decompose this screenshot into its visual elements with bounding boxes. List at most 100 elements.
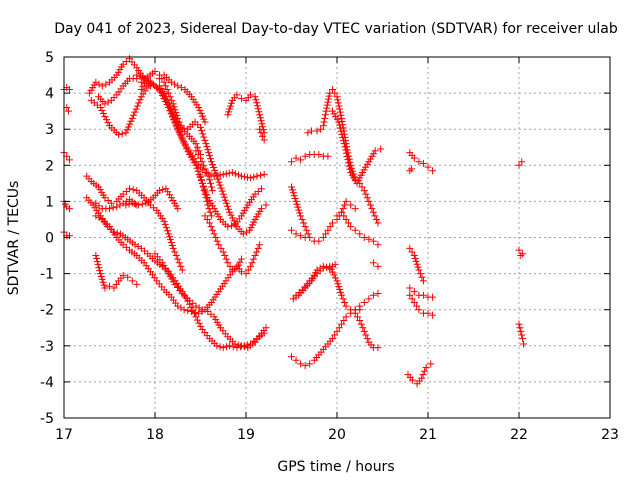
data-point-marker <box>169 100 177 108</box>
data-point-marker <box>167 239 175 247</box>
data-point-marker <box>219 344 227 352</box>
data-point-marker <box>177 262 185 270</box>
data-point-marker <box>133 280 141 288</box>
data-point-marker <box>101 100 109 108</box>
data-point-marker <box>237 342 245 350</box>
data-point-marker <box>300 219 308 227</box>
data-point-marker <box>96 270 104 278</box>
data-point-marker <box>196 106 204 114</box>
data-point-marker <box>406 244 414 252</box>
data-point-marker <box>336 105 344 113</box>
data-point-marker <box>292 154 300 162</box>
data-point-marker <box>228 169 236 177</box>
data-point-marker <box>253 172 261 180</box>
data-point-marker <box>209 226 217 234</box>
data-point-marker <box>199 112 207 120</box>
data-point-marker <box>201 212 209 220</box>
data-point-marker <box>231 170 239 178</box>
data-point-marker <box>410 154 418 162</box>
data-point-marker <box>339 133 347 141</box>
data-point-marker <box>184 307 192 315</box>
data-point-marker <box>294 203 302 211</box>
series-s34 <box>288 306 364 370</box>
data-point-marker <box>319 264 327 272</box>
data-point-marker <box>194 316 202 324</box>
chart-title: Day 041 of 2023, Sidereal Day-to-day VTE… <box>54 21 618 37</box>
x-tick-label: 19 <box>237 427 255 443</box>
data-point-marker <box>408 248 416 256</box>
data-point-marker <box>297 360 305 368</box>
data-point-marker <box>237 268 245 276</box>
data-point-marker <box>342 146 350 154</box>
series-s39 <box>406 284 437 301</box>
data-point-marker <box>320 118 328 126</box>
data-point-marker <box>351 226 359 234</box>
data-point-marker <box>119 271 127 279</box>
data-point-marker <box>347 223 355 231</box>
data-point-marker <box>166 233 174 241</box>
data-point-marker <box>198 127 206 135</box>
data-point-marker <box>324 98 332 106</box>
x-tick-label: 21 <box>419 427 437 443</box>
data-point-marker <box>224 111 232 119</box>
data-point-marker <box>516 324 524 332</box>
data-point-marker <box>411 254 419 262</box>
data-point-marker <box>210 163 218 171</box>
data-point-marker <box>298 215 306 223</box>
data-point-marker <box>202 140 210 148</box>
data-point-marker <box>102 116 110 124</box>
data-point-marker <box>344 156 352 164</box>
data-point-marker <box>419 371 427 379</box>
data-point-marker <box>252 96 260 104</box>
data-point-marker <box>229 214 237 222</box>
data-point-marker <box>201 136 209 144</box>
data-point-marker <box>254 105 262 113</box>
data-point-marker <box>131 241 139 249</box>
data-point-marker <box>406 291 414 299</box>
data-point-marker <box>98 82 106 90</box>
data-point-marker <box>101 284 109 292</box>
data-point-marker <box>297 212 305 220</box>
series-s43 <box>515 246 527 260</box>
data-point-marker <box>368 205 376 213</box>
data-point-marker <box>344 219 352 227</box>
data-point-marker <box>174 255 182 263</box>
data-point-marker <box>319 122 327 130</box>
data-point-marker <box>323 263 331 271</box>
data-point-marker <box>260 136 268 144</box>
data-point-marker <box>237 95 245 103</box>
series-s15 <box>224 91 268 137</box>
data-point-marker <box>178 266 186 274</box>
data-point-marker <box>166 236 174 244</box>
data-point-marker <box>203 197 211 205</box>
data-point-marker <box>335 102 343 110</box>
data-point-marker <box>325 92 333 100</box>
data-point-marker <box>197 176 205 184</box>
data-point-marker <box>331 331 339 339</box>
data-point-marker <box>211 166 219 174</box>
data-point-marker <box>102 80 110 88</box>
data-point-marker <box>362 331 370 339</box>
data-point-marker <box>203 143 211 151</box>
data-point-marker <box>336 285 344 293</box>
data-point-marker <box>337 288 345 296</box>
data-point-marker <box>334 280 342 288</box>
data-point-marker <box>360 327 368 335</box>
series-s35 <box>351 309 382 352</box>
data-point-marker <box>363 335 371 343</box>
data-point-marker <box>248 259 256 267</box>
data-point-marker <box>174 205 182 213</box>
data-point-marker <box>219 170 227 178</box>
data-point-marker <box>369 208 377 216</box>
y-tick-label: -5 <box>40 411 54 427</box>
data-point-marker <box>175 127 183 135</box>
data-point-marker <box>184 148 192 156</box>
series-s19 <box>92 212 264 317</box>
data-point-marker <box>519 335 527 343</box>
data-point-marker <box>159 186 167 194</box>
data-point-marker <box>65 156 73 164</box>
data-point-marker <box>427 360 435 368</box>
data-point-marker <box>230 217 238 225</box>
data-point-marker <box>142 76 150 84</box>
data-point-marker <box>337 127 345 135</box>
